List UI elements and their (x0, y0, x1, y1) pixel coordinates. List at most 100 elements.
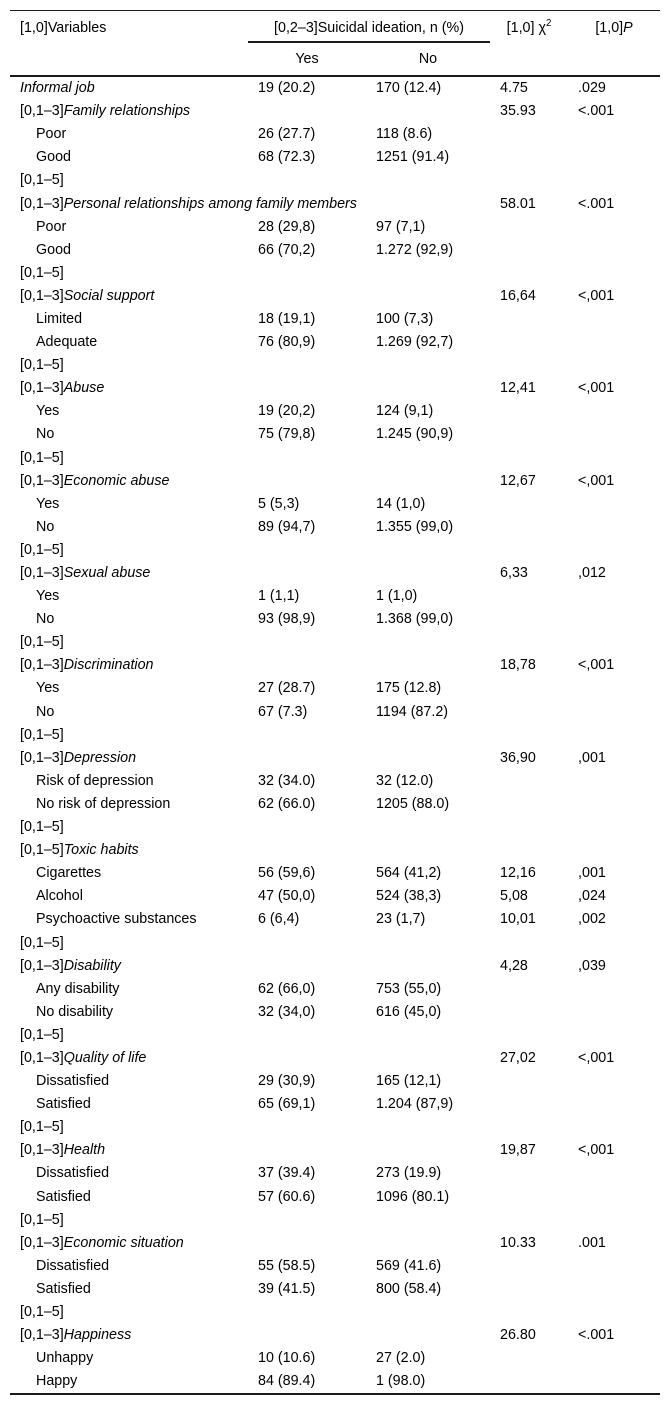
variable-cell: [0,1–5] (10, 1116, 248, 1139)
yes-count-cell: 29 (30,9) (258, 1073, 316, 1090)
table-row: Risk of depression 32 (34.0) 32 (12.0) (10, 769, 660, 792)
no-count-cell (366, 931, 490, 954)
no-count-cell: 1205 (88.0) (376, 795, 450, 812)
variable-cell: [0,1–5] (10, 354, 248, 377)
variable-cell: [0,1–3]Abuse (10, 377, 248, 400)
yes-count-cell: 75 (79,8) (258, 426, 316, 443)
no-count-cell (366, 631, 490, 654)
table-row: No 89 (94,7) 1.355 (99,0) (10, 515, 660, 538)
p-value-cell (568, 146, 660, 169)
range-prefix: [0,1–3] (20, 1327, 64, 1344)
chi-square-cell (490, 1370, 568, 1394)
table-row: No disability 32 (34,0) 616 (45,0) (10, 1000, 660, 1023)
no-count-cell: 124 (9,1) (376, 403, 434, 420)
no-count-cell: 1.355 (99,0) (376, 518, 454, 535)
no-count-cell (366, 100, 490, 123)
p-value-cell (568, 1370, 660, 1394)
table-row: Any disability 62 (66,0) 753 (55,0) (10, 977, 660, 1000)
p-value-cell (568, 307, 660, 330)
range-prefix: [0,1–3] (20, 287, 64, 304)
p-value-cell (568, 215, 660, 238)
table-row: [0,1–3]Abuse 12,41 <,001 (10, 377, 660, 400)
table-row: [0,1–5] (10, 631, 660, 654)
chi-square-cell: 10.33 (500, 1234, 536, 1251)
no-count-cell (366, 538, 490, 561)
no-count-cell: 569 (41.6) (376, 1257, 442, 1274)
variable-cell: Good (10, 146, 248, 169)
chi-square-cell (490, 931, 568, 954)
p-value-cell: ,002 (578, 911, 606, 928)
variable-label: No (36, 426, 55, 443)
yes-count-cell: 32 (34,0) (258, 1003, 316, 1020)
chi-square-cell (490, 631, 568, 654)
yes-count-cell: 26 (27.7) (258, 126, 316, 143)
p-value-cell (568, 123, 660, 146)
variable-cell: [0,1–5] (10, 1208, 248, 1231)
table-row: Unhappy 10 (10.6) 27 (2.0) (10, 1347, 660, 1370)
variable-cell: [0,1–5] (10, 538, 248, 561)
table-row: Dissatisfied 37 (39.4) 273 (19.9) (10, 1162, 660, 1185)
yes-count-cell: 65 (69,1) (258, 1096, 316, 1113)
table-row: Poor 28 (29,8) 97 (7,1) (10, 215, 660, 238)
variable-cell: [0,1–5] (10, 1300, 248, 1323)
yes-count-cell (248, 1023, 366, 1046)
chi-square-cell (490, 1185, 568, 1208)
col-header-suicidal-ideation: [0,2–3]Suicidal ideation, n (%) (248, 10, 491, 43)
variable-cell: Alcohol (10, 885, 248, 908)
table-row: [0,1–5] (10, 1023, 660, 1046)
table-row: [0,1–5] (10, 1116, 660, 1139)
variable-label: Dissatisfied (36, 1165, 110, 1182)
table-row: Satisfied 39 (41.5) 800 (58.4) (10, 1277, 660, 1300)
variable-label: Satisfied (36, 1188, 91, 1205)
table-row: [0,1–3]Happiness 26.80 <.001 (10, 1324, 660, 1347)
yes-count-cell (248, 284, 366, 307)
variable-cell: [0,1–3]Quality of life (10, 1046, 248, 1069)
table-row: [0,1–3]Sexual abuse 6,33 ,012 (10, 561, 660, 584)
table-row: Happy 84 (89.4) 1 (98.0) (10, 1370, 660, 1394)
chi-square-cell (490, 677, 568, 700)
table-row: No 75 (79,8) 1.245 (90,9) (10, 423, 660, 446)
variable-label: Sexual abuse (63, 565, 151, 582)
p-value-cell: <,001 (578, 1142, 615, 1159)
variable-label: Depression (63, 749, 137, 766)
p-value-cell (568, 931, 660, 954)
col-header-chi-square: [1,0] χ2 (490, 10, 569, 77)
variable-cell: Informal job (10, 76, 248, 100)
variable-cell: Poor (10, 123, 248, 146)
p-value-cell (568, 723, 660, 746)
range-prefix: [0,1–5] (20, 726, 64, 743)
no-count-cell: 1194 (87.2) (376, 703, 449, 720)
yes-count-cell (248, 1231, 366, 1254)
header-row-2: Yes No (10, 41, 660, 77)
yes-count-cell (248, 538, 366, 561)
no-count-cell: 1.269 (92,7) (376, 334, 454, 351)
p-value-cell: <,001 (578, 472, 615, 489)
chi-square-cell (490, 608, 568, 631)
chi-square-cell: 36,90 (500, 749, 536, 766)
yes-count-cell: 57 (60.6) (258, 1188, 316, 1205)
variable-label: Risk of depression (36, 772, 154, 789)
variable-cell: Unhappy (10, 1347, 248, 1370)
no-count-cell (366, 1023, 490, 1046)
table-row: Yes 1 (1,1) 1 (1,0) (10, 585, 660, 608)
p-value-cell (568, 354, 660, 377)
variable-cell: Dissatisfied (10, 1254, 248, 1277)
range-prefix: [0,1–5] (20, 264, 64, 281)
table-row: [0,1–5] (10, 446, 660, 469)
no-count-cell (366, 1139, 490, 1162)
p-value-cell (568, 792, 660, 815)
yes-count-cell: 39 (41.5) (258, 1280, 316, 1297)
variable-cell: No (10, 423, 248, 446)
no-count-cell (366, 169, 490, 192)
p-value-cell (568, 1300, 660, 1323)
range-prefix: [0,1–5] (20, 172, 64, 189)
range-prefix: [0,1–3] (20, 565, 64, 582)
suicidal-ideation-table: [1,0]Variables [0,2–3]Suicidal ideation,… (10, 10, 661, 1395)
chi-square-cell (490, 492, 568, 515)
variable-label: Adequate (36, 334, 98, 351)
range-prefix: [0,1–5] (20, 357, 64, 374)
variable-cell: [0,1–3]Health (10, 1139, 248, 1162)
p-value-cell (568, 331, 660, 354)
table-row: Poor 26 (27.7) 118 (8.6) (10, 123, 660, 146)
no-count-cell: 1.245 (90,9) (376, 426, 454, 443)
